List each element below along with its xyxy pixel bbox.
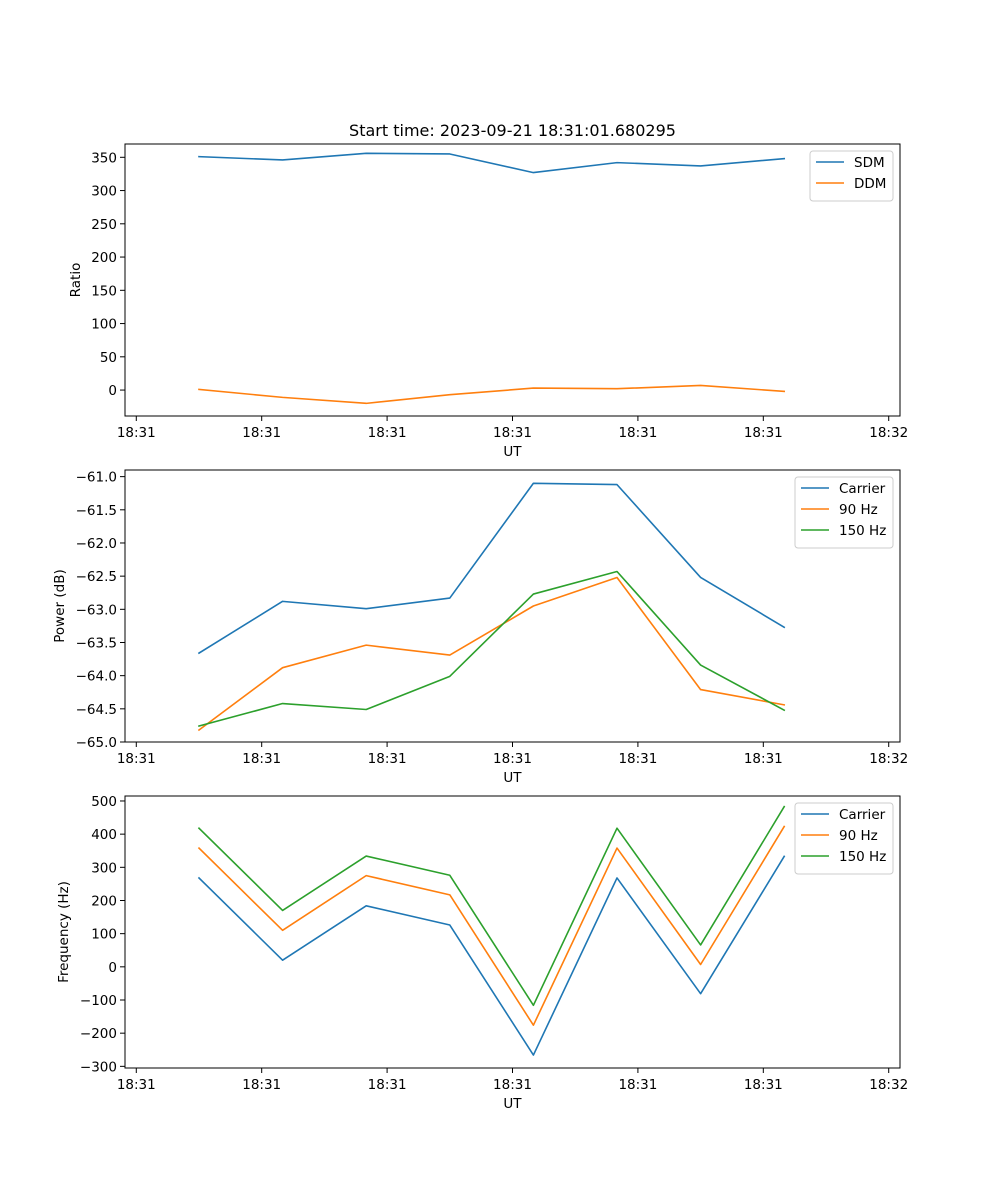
x-tick-label: 18:32 [869,425,908,441]
series-lines [197,805,786,1056]
x-tick-label: 18:32 [869,751,908,767]
x-axis-label: UT [503,444,522,460]
legend-label-carrier: Carrier [839,807,886,823]
y-tick-label: −63.5 [76,635,117,651]
y-tick-label: 50 [100,350,117,366]
legend-label-carrier: Carrier [839,481,886,497]
y-axis-label: Frequency (Hz) [56,881,72,983]
x-tick-label: 18:31 [242,1077,281,1093]
y-axis-label: Ratio [68,263,84,298]
x-tick-label: 18:31 [618,751,657,767]
y-tick-label: −61.0 [76,470,117,486]
x-tick-label: 18:31 [618,1077,657,1093]
legend-label-90-hz: 90 Hz [839,828,878,844]
series-line-150-hz [197,805,786,1007]
y-tick-label: −64.0 [76,669,117,685]
y-tick-label: 250 [91,217,117,233]
y-tick-label: 100 [91,927,117,943]
y-tick-label: 300 [91,184,117,200]
y-axis-label: Power (dB) [52,569,68,642]
legend-box [809,150,894,202]
x-tick-label: 18:31 [117,1077,156,1093]
y-tick-label: −300 [80,1059,117,1075]
series-line-90-hz [197,825,786,1027]
x-tick-label: 18:31 [618,425,657,441]
x-tick-label: 18:31 [368,751,407,767]
x-tick-label: 18:31 [744,425,783,441]
x-axis-label: UT [503,770,522,786]
series-lines [197,482,786,732]
y-tick-label: 350 [91,150,117,166]
series-line-sdm [198,152,786,174]
legend-label-150-hz: 150 Hz [839,849,886,865]
x-tick-label: 18:31 [744,751,783,767]
x-tick-label: 18:31 [242,425,281,441]
plot-frame [124,795,901,1069]
series-lines [198,152,786,405]
y-tick-label: −61.5 [76,503,117,519]
x-tick-label: 18:31 [493,425,532,441]
x-tick-label: 18:31 [368,425,407,441]
y-tick-label: 0 [108,383,117,399]
legend-label-sdm: SDM [854,155,885,171]
y-tick-label: 200 [91,250,117,266]
legend: Carrier 90 Hz 150 Hz [794,802,894,875]
legend: SDM DDM [809,150,894,202]
frequency-chart-panel: 18:31 18:31 18:31 18:31 18:31 18:31 18:32 −300 −… [56,794,908,1112]
y-tick-label: −62.5 [76,569,117,585]
series-line-ddm [198,384,786,405]
y-tick-label: −65.0 [76,735,117,751]
legend-label-ddm: DDM [854,176,886,192]
y-tick-label: 150 [91,283,117,299]
legend: Carrier 90 Hz 150 Hz [794,476,894,549]
axis-ticks: 18:31 18:31 18:31 18:31 18:31 18:31 18:32 0 50 10… [91,150,908,441]
x-tick-label: 18:32 [869,1077,908,1093]
x-tick-label: 18:31 [117,751,156,767]
plot-frame [124,143,901,417]
y-tick-label: 300 [91,860,117,876]
y-tick-label: 0 [108,960,117,976]
series-line-carrier [197,482,786,655]
y-tick-label: 100 [91,317,117,333]
y-tick-label: 400 [91,827,117,843]
y-tick-label: 500 [91,794,117,810]
series-line-150-hz [198,570,786,728]
y-tick-label: −64.5 [76,702,117,718]
y-tick-label: −200 [80,1026,117,1042]
legend-label-90-hz: 90 Hz [839,502,878,518]
axis-ticks: 18:31 18:31 18:31 18:31 18:31 18:31 18:32 −300 −… [80,794,908,1093]
x-tick-label: 18:31 [242,751,281,767]
x-tick-label: 18:31 [117,425,156,441]
legend-label-150-hz: 150 Hz [839,523,886,539]
x-tick-label: 18:31 [493,751,532,767]
series-line-90-hz [197,576,786,732]
y-tick-label: 200 [91,893,117,909]
x-tick-label: 18:31 [368,1077,407,1093]
ratio-chart-panel: Start time: 2023-09-21 18:31:01.680295 1… [68,121,908,460]
x-tick-label: 18:31 [744,1077,783,1093]
chart-title: Start time: 2023-09-21 18:31:01.680295 [349,121,676,140]
y-tick-label: −62.0 [76,536,117,552]
plot-frame [124,469,901,743]
series-line-carrier [197,855,786,1056]
y-tick-label: −63.0 [76,602,117,618]
axis-ticks: 18:31 18:31 18:31 18:31 18:31 18:31 18:32 −65.0… [76,470,909,767]
y-tick-label: −100 [80,993,117,1009]
x-axis-label: UT [503,1096,522,1112]
x-tick-label: 18:31 [493,1077,532,1093]
power-chart-panel: 18:31 18:31 18:31 18:31 18:31 18:31 18:32 −65.0… [52,469,909,786]
